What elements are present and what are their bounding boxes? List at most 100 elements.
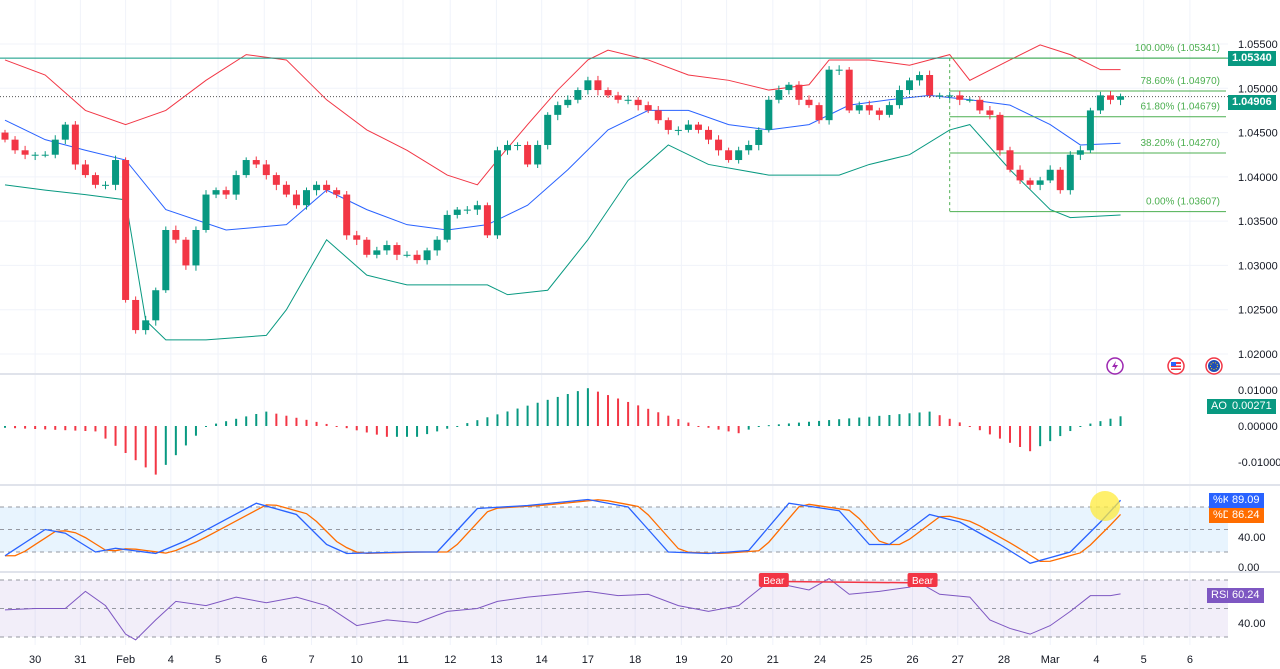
eu-flag-icon[interactable] — [1205, 357, 1223, 375]
candle-body[interactable] — [835, 69, 843, 71]
lightning-icon[interactable] — [1106, 357, 1124, 375]
candle-body[interactable] — [1006, 150, 1014, 170]
candle-body[interactable] — [21, 150, 29, 155]
candle-body[interactable] — [413, 254, 421, 261]
candle-body[interactable] — [403, 254, 411, 256]
candle-body[interactable] — [584, 80, 592, 91]
candle-body[interactable] — [785, 84, 793, 91]
candle-body[interactable] — [996, 114, 1004, 151]
candle-body[interactable] — [172, 229, 180, 240]
candle-body[interactable] — [815, 105, 823, 121]
candle-body[interactable] — [795, 84, 803, 100]
candle-body[interactable] — [192, 229, 200, 266]
candle-body[interactable] — [222, 190, 230, 195]
candle-body[interactable] — [51, 139, 59, 155]
candle-body[interactable] — [594, 80, 602, 91]
candle-body[interactable] — [564, 99, 572, 106]
candle-body[interactable] — [674, 129, 682, 131]
candle-body[interactable] — [514, 144, 522, 146]
candle-body[interactable] — [825, 69, 833, 121]
candle-body[interactable] — [725, 150, 733, 161]
candle-body[interactable] — [895, 90, 903, 106]
candle-body[interactable] — [926, 74, 934, 96]
candle-body[interactable] — [102, 184, 109, 186]
candle-body[interactable] — [363, 239, 371, 255]
candle-body[interactable] — [423, 250, 431, 261]
candle-body[interactable] — [252, 160, 260, 165]
candle-body[interactable] — [634, 99, 642, 106]
candle-body[interactable] — [212, 190, 220, 195]
candle-body[interactable] — [383, 245, 391, 251]
candle-body[interactable] — [333, 190, 341, 195]
candle-body[interactable] — [182, 239, 190, 266]
candle-body[interactable] — [122, 160, 130, 300]
candle-body[interactable] — [705, 129, 712, 140]
candle-body[interactable] — [684, 124, 692, 130]
candle-body[interactable] — [624, 99, 632, 101]
price-axis[interactable]: 1.05500 1.05000 1.04500 1.04000 1.03500 1.030… — [1238, 39, 1278, 361]
candle-body[interactable] — [614, 95, 622, 100]
candle-body[interactable] — [71, 124, 79, 165]
candle-body[interactable] — [755, 129, 763, 145]
candle-body[interactable] — [715, 139, 723, 151]
candle-body[interactable] — [132, 299, 140, 331]
candle-body[interactable] — [262, 164, 270, 176]
candle-body[interactable] — [956, 95, 964, 100]
candle-body[interactable] — [282, 184, 290, 195]
candle-body[interactable] — [463, 209, 471, 211]
candle-body[interactable] — [554, 105, 562, 115]
candle-body[interactable] — [1117, 96, 1125, 100]
candle-body[interactable] — [11, 139, 19, 151]
candle-body[interactable] — [453, 209, 461, 215]
candle-body[interactable] — [1036, 180, 1044, 185]
candle-body[interactable] — [1107, 95, 1114, 100]
candle-body[interactable] — [1056, 169, 1064, 191]
candle-body[interactable] — [936, 95, 944, 97]
candle-body[interactable] — [31, 154, 39, 156]
candle-body[interactable] — [855, 105, 863, 111]
candle-body[interactable] — [433, 239, 441, 251]
candle-body[interactable] — [524, 144, 532, 165]
candle-body[interactable] — [906, 80, 913, 91]
candle-body[interactable] — [946, 95, 954, 97]
candle-body[interactable] — [986, 110, 994, 115]
candle-body[interactable] — [393, 245, 401, 255]
candle-body[interactable] — [845, 69, 853, 111]
candle-body[interactable] — [353, 235, 361, 240]
candle-body[interactable] — [745, 144, 753, 151]
candle-body[interactable] — [232, 175, 240, 195]
candle-body[interactable] — [1046, 169, 1054, 181]
candle-body[interactable] — [1026, 180, 1034, 185]
candle-body[interactable] — [483, 205, 491, 236]
candle-body[interactable] — [313, 184, 321, 191]
candle-body[interactable] — [694, 124, 702, 130]
candle-body[interactable] — [534, 144, 542, 165]
price-pane[interactable]: 100.00% (1.05341) 78.60% (1.04970) 61.80% … — [0, 43, 1228, 341]
candle-body[interactable] — [323, 184, 331, 191]
candle-body[interactable] — [81, 164, 89, 176]
candle-body[interactable] — [443, 214, 451, 240]
candle-body[interactable] — [644, 105, 652, 111]
candle-body[interactable] — [654, 110, 662, 121]
candle-body[interactable] — [202, 194, 210, 230]
candle-body[interactable] — [765, 99, 773, 130]
candle-body[interactable] — [112, 160, 120, 185]
candle-body[interactable] — [493, 150, 501, 236]
candle-body[interactable] — [875, 110, 883, 115]
candle-body[interactable] — [976, 99, 984, 111]
candle-body[interactable] — [735, 150, 743, 161]
candle-body[interactable] — [91, 175, 99, 185]
candle-body[interactable] — [1076, 150, 1084, 155]
candle-body[interactable] — [242, 160, 250, 176]
candle-body[interactable] — [805, 99, 813, 106]
candle-body[interactable] — [292, 194, 300, 206]
candle-body[interactable] — [966, 99, 974, 101]
candle-body[interactable] — [1096, 95, 1104, 111]
candle-body[interactable] — [544, 114, 552, 145]
candle-body[interactable] — [142, 320, 150, 331]
candle-body[interactable] — [303, 190, 310, 206]
candle-body[interactable] — [343, 194, 351, 236]
candle-body[interactable] — [865, 105, 873, 111]
candle-body[interactable] — [1016, 169, 1024, 181]
